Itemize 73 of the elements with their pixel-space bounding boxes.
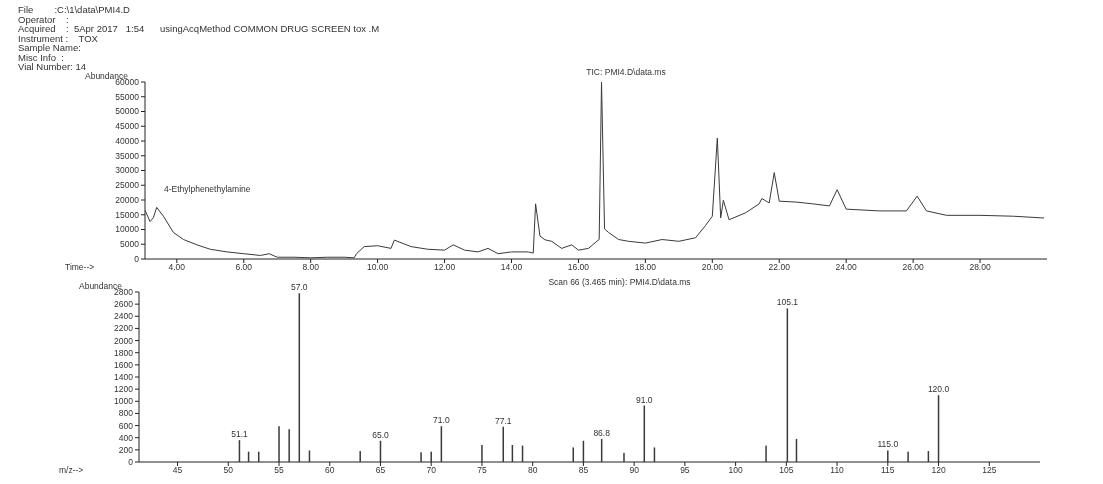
y-tick-label: 55000: [115, 91, 140, 102]
x-tick-label: 8.00: [302, 262, 320, 272]
y-tick-label: 200: [118, 444, 134, 455]
y-tick-label: 0: [134, 253, 140, 264]
y-tick-label: 2400: [114, 311, 134, 322]
line-series: [144, 81, 1045, 259]
x-tick-label: 4.00: [168, 262, 186, 272]
x-tick-label: 115: [881, 465, 895, 475]
x-tick-label: 100: [728, 465, 743, 475]
y-tick-label: 25000: [115, 180, 140, 191]
annotation: 77.1: [494, 415, 512, 426]
x-tick-label: 85: [578, 465, 589, 475]
y-tick-label: 2000: [114, 335, 134, 346]
x-tick-label: 90: [629, 465, 640, 475]
chart-subtitle: File :C:\1\data\PMI4.D Operator : Acquired : 5Apr 2017 1:54 usingAcqMethod COMMON DRUG SCREEN tox .M Instrument : TOX Sample Name: Misc Info : Vial Number: 14: [18, 4, 380, 72]
x-tick-label: 20.00: [701, 262, 724, 272]
y-tick-label: 1000: [114, 396, 134, 407]
x-tick-label: 18.00: [634, 262, 657, 272]
x-tick-label: 125: [982, 465, 997, 475]
y-tick-label: 0: [128, 456, 134, 467]
y-tick-label: 10000: [115, 224, 140, 235]
annotation: 120.0: [927, 384, 950, 395]
annotation: 91.0: [636, 394, 653, 405]
x-tick-label: 70: [426, 465, 437, 475]
x-tick-label: 110: [830, 465, 845, 475]
x-tick-label: 10.00: [366, 262, 389, 272]
x-tick-label: 45: [172, 465, 183, 475]
x-tick-label: 60: [325, 465, 335, 475]
x-tick-label: 105: [779, 465, 794, 475]
x-tick-label: 22.00: [768, 262, 791, 272]
y-tick-label: 400: [118, 432, 134, 443]
annotation: 105.1: [776, 297, 799, 308]
annotation: 4-Ethylphenethylamine: [164, 184, 251, 194]
annotation: 115.0: [877, 439, 899, 450]
x-tick-label: 16.00: [567, 262, 590, 272]
annotation: 71.0: [433, 415, 450, 426]
x-tick-label: 120: [931, 465, 946, 475]
y-tick-label: 2200: [114, 323, 134, 334]
chart-title: Scan 66 (3.465 min): PMI4.D\data.ms: [548, 277, 691, 287]
x-tick-label: 6.00: [235, 262, 253, 272]
x-tick-label: 28.00: [969, 262, 991, 272]
x-tick-label: 26.00: [902, 262, 925, 272]
x-tick-label: 12.00: [433, 262, 456, 272]
annotation: 65.0: [372, 429, 390, 440]
annotation: 57.0: [291, 282, 308, 293]
y-tick-label: 45000: [115, 121, 140, 132]
chart-title: TIC: PMI4.D\data.ms: [586, 67, 666, 77]
y-tick-label: 20000: [115, 194, 140, 205]
x-axis-title: m/z-->: [59, 465, 84, 475]
y-tick-label: 1600: [114, 359, 134, 370]
annotation: 86.8: [593, 427, 611, 438]
x-tick-label: 50: [223, 465, 234, 475]
y-tick-label: 35000: [115, 150, 140, 161]
y-tick-label: 1200: [114, 384, 134, 395]
y-tick-label: 800: [118, 408, 134, 419]
x-tick-label: 14.00: [500, 262, 523, 272]
x-axis-title: Time-->: [65, 262, 95, 272]
y-tick-label: 40000: [115, 135, 140, 146]
y-tick-label: 2600: [114, 299, 134, 310]
x-tick-label: 65: [375, 465, 386, 475]
y-tick-label: 600: [118, 420, 134, 431]
y-tick-label: 50000: [115, 106, 140, 117]
y-tick-label: 1800: [114, 347, 134, 358]
y-tick-label: 30000: [115, 165, 140, 176]
x-tick-label: 55: [274, 465, 285, 475]
x-tick-label: 95: [680, 465, 690, 475]
y-tick-label: 1400: [114, 371, 134, 382]
x-tick-label: 80: [527, 465, 538, 475]
annotation: 51.1: [231, 429, 248, 440]
y-tick-label: 5000: [120, 239, 140, 250]
x-tick-label: 75: [477, 465, 487, 475]
x-tick-label: 24.00: [835, 262, 858, 272]
y-tick-label: 15000: [115, 209, 140, 220]
